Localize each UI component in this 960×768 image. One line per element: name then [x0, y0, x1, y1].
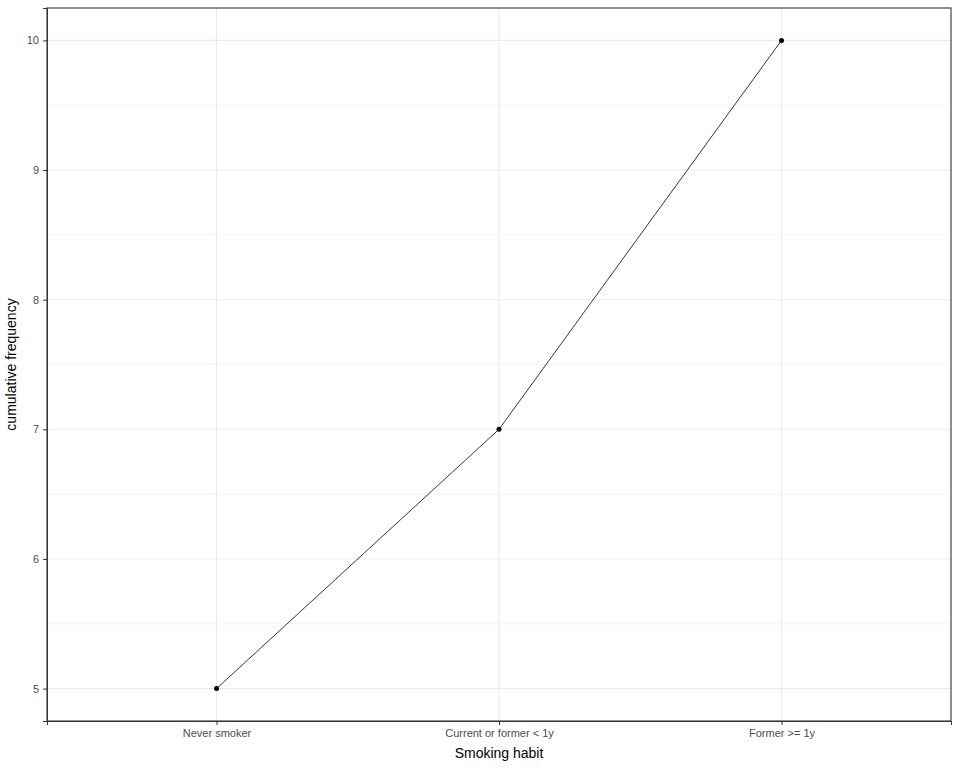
data-layer: [214, 38, 784, 691]
panel-background: [47, 8, 951, 721]
x-tick-label: Current or former < 1y: [445, 727, 554, 739]
x-axis-line: [48, 722, 952, 726]
y-tick-mark: [43, 559, 47, 560]
line: [217, 40, 782, 688]
x-tick: Current or former < 1y: [445, 721, 554, 739]
point: [214, 686, 219, 691]
x-axis: Never smoker Current or former < 1y Former…: [48, 721, 952, 739]
grid: [47, 8, 951, 721]
point: [497, 427, 502, 432]
x-tick-mark: [499, 721, 500, 725]
y-tick-label: 8: [33, 294, 39, 306]
grid-line: [216, 8, 217, 721]
y-tick-label: 5: [33, 683, 39, 695]
y-axis: 5 6 7 8 9 10: [27, 9, 48, 722]
x-axis-title: Smoking habit: [455, 745, 544, 761]
plot: 5 6 7 8 9 10 Never smoker Current or former < 1…: [27, 8, 952, 739]
point: [779, 38, 784, 43]
y-tick-mark: [43, 170, 47, 171]
y-tick: 7: [33, 423, 47, 435]
y-axis-line: [43, 9, 48, 722]
y-axis-title: cumulative frequency: [3, 298, 19, 430]
x-tick-mark: [782, 721, 783, 725]
y-tick: 8: [33, 294, 47, 306]
grid-line: [781, 8, 782, 721]
y-tick-mark: [43, 429, 47, 430]
x-tick-label: Former >= 1y: [749, 727, 816, 739]
x-tick: Never smoker: [183, 721, 252, 739]
x-tick-mark: [217, 721, 218, 725]
y-tick: 5: [33, 683, 47, 695]
y-tick: 9: [33, 164, 47, 176]
x-tick-label: Never smoker: [183, 727, 252, 739]
grid-line: [498, 8, 499, 721]
x-tick: Former >= 1y: [749, 721, 816, 739]
y-tick-label: 7: [33, 423, 39, 435]
y-tick: 6: [33, 553, 47, 565]
chart: 5 6 7 8 9 10 Never smoker Current or former < 1…: [0, 0, 960, 768]
y-tick-mark: [43, 300, 47, 301]
y-tick-mark: [43, 40, 47, 41]
y-tick-label: 10: [27, 34, 39, 46]
y-tick-label: 6: [33, 553, 39, 565]
y-tick-mark: [43, 689, 47, 690]
panel-border: [47, 8, 951, 721]
y-tick-label: 9: [33, 164, 39, 176]
y-tick: 10: [27, 34, 47, 46]
